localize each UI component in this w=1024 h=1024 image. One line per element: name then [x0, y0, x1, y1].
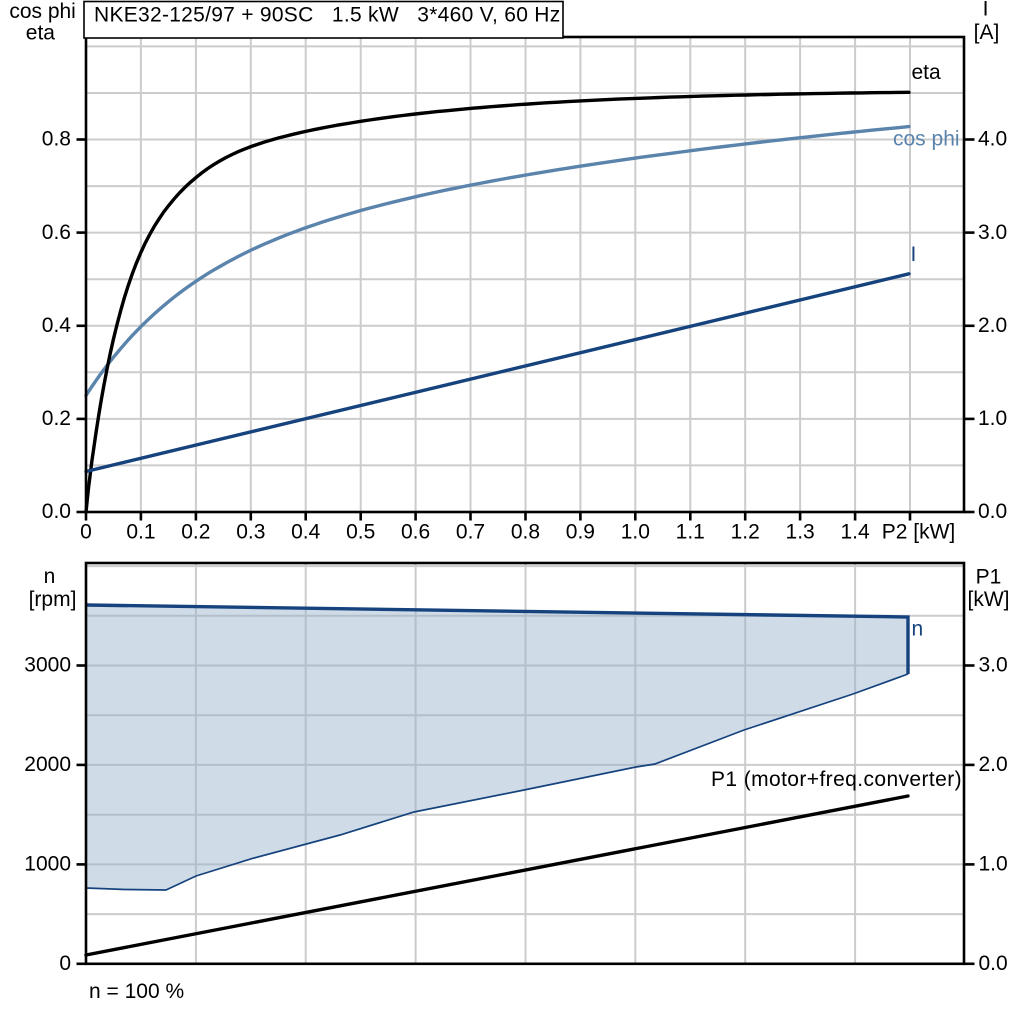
svg-text:2.0: 2.0 — [978, 314, 1007, 337]
svg-text:3.0: 3.0 — [979, 654, 1008, 677]
svg-text:n: n — [44, 565, 56, 588]
svg-text:1000: 1000 — [24, 853, 71, 876]
svg-text:3000: 3000 — [24, 654, 71, 677]
svg-text:1.3: 1.3 — [786, 520, 815, 543]
svg-text:3.0: 3.0 — [978, 221, 1007, 244]
svg-text:0.8: 0.8 — [511, 520, 540, 543]
svg-text:P2 [kW]: P2 [kW] — [882, 520, 956, 543]
svg-text:0.6: 0.6 — [401, 520, 430, 543]
svg-text:0.7: 0.7 — [456, 520, 485, 543]
svg-text:eta: eta — [912, 61, 942, 84]
svg-text:cos phi: cos phi — [9, 0, 76, 23]
svg-text:0.5: 0.5 — [346, 520, 375, 543]
svg-text:0: 0 — [80, 520, 92, 543]
svg-text:2.0: 2.0 — [979, 753, 1008, 776]
svg-text:0.0: 0.0 — [42, 500, 71, 523]
svg-text:0.2: 0.2 — [42, 407, 71, 430]
svg-text:n: n — [912, 618, 924, 641]
svg-text:I: I — [911, 243, 917, 266]
svg-text:P1: P1 — [976, 566, 1002, 589]
svg-text:1.4: 1.4 — [840, 520, 870, 543]
svg-text:0.3: 0.3 — [236, 520, 265, 543]
svg-text:0.4: 0.4 — [291, 520, 321, 543]
svg-text:0.4: 0.4 — [42, 314, 72, 337]
svg-text:P1 (motor+freq.converter): P1 (motor+freq.converter) — [711, 768, 962, 791]
svg-text:0.0: 0.0 — [978, 500, 1007, 523]
svg-text:1.0: 1.0 — [621, 520, 650, 543]
svg-text:1.1: 1.1 — [676, 520, 705, 543]
svg-text:1.0: 1.0 — [979, 853, 1008, 876]
svg-text:2000: 2000 — [24, 753, 71, 776]
svg-text:1.0: 1.0 — [978, 407, 1007, 430]
svg-text:0.2: 0.2 — [181, 520, 210, 543]
svg-text:0: 0 — [59, 952, 71, 975]
svg-text:0.1: 0.1 — [126, 520, 155, 543]
svg-text:cos phi: cos phi — [893, 128, 960, 151]
svg-text:[A]: [A] — [974, 21, 1000, 44]
svg-text:0.6: 0.6 — [42, 221, 71, 244]
svg-text:n = 100 %: n = 100 % — [89, 980, 184, 1003]
svg-text:[kW]: [kW] — [968, 588, 1010, 611]
svg-text:1.2: 1.2 — [731, 520, 760, 543]
svg-text:eta: eta — [26, 22, 56, 45]
svg-text:0.0: 0.0 — [979, 952, 1008, 975]
svg-text:4.0: 4.0 — [978, 128, 1007, 151]
svg-text:0.9: 0.9 — [566, 520, 595, 543]
svg-text:[rpm]: [rpm] — [29, 588, 77, 611]
svg-text:NKE32-125/97 + 90SC 1.5 kW: NKE32-125/97 + 90SC 1.5 kW 3*460 V, 60 H… — [94, 4, 561, 27]
svg-text:0.8: 0.8 — [42, 128, 71, 151]
svg-text:I: I — [983, 0, 989, 20]
